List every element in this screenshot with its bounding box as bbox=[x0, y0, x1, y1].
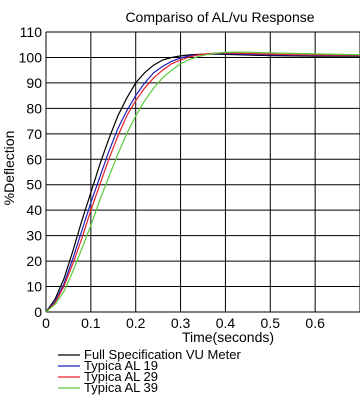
x-tick-label: 0.2 bbox=[126, 315, 146, 331]
x-tick-label: 0.3 bbox=[171, 315, 191, 331]
x-tick-label: 0.4 bbox=[216, 315, 236, 331]
y-tick-label: 0 bbox=[34, 304, 42, 320]
y-tick-label: 100 bbox=[19, 49, 43, 65]
legend-label: Full Specification VU Meter bbox=[84, 347, 241, 362]
series-line-2 bbox=[45, 52, 360, 313]
series-line-4 bbox=[45, 51, 360, 313]
y-tick-label: 30 bbox=[26, 228, 42, 244]
series-lines bbox=[45, 51, 360, 313]
grid-lines bbox=[45, 31, 360, 313]
x-tick-label: 0 bbox=[42, 315, 50, 331]
y-axis-label: %Deflection bbox=[1, 131, 17, 206]
y-tick-label: 110 bbox=[20, 24, 43, 40]
x-tick-label: 0.6 bbox=[305, 315, 325, 331]
chart-title: Compariso of AL/vu Response bbox=[125, 9, 314, 25]
series-line-3 bbox=[45, 52, 360, 313]
legend-label: Typica AL 19 bbox=[84, 358, 158, 373]
tick-labels: 0 0.1 0.2 0.3 0.4 0.5 0.6 0 10 20 30 40 50 60 70 80 90 10… bbox=[19, 24, 325, 331]
series-line-1 bbox=[45, 53, 360, 313]
y-tick-label: 50 bbox=[26, 177, 42, 193]
legend-label: Typica AL 29 bbox=[84, 369, 158, 384]
x-tick-label: 0.5 bbox=[261, 315, 281, 331]
y-tick-label: 90 bbox=[26, 75, 42, 91]
y-tick-label: 70 bbox=[26, 126, 42, 142]
x-axis-label: Time(seconds) bbox=[182, 329, 274, 345]
x-tick-label: 0.1 bbox=[81, 315, 101, 331]
y-tick-label: 40 bbox=[26, 202, 42, 218]
y-tick-label: 10 bbox=[26, 279, 42, 295]
y-tick-label: 80 bbox=[26, 100, 42, 116]
legend-label: Typica AL 39 bbox=[84, 380, 158, 395]
y-tick-label: 60 bbox=[26, 151, 42, 167]
y-tick-label: 20 bbox=[26, 253, 42, 269]
